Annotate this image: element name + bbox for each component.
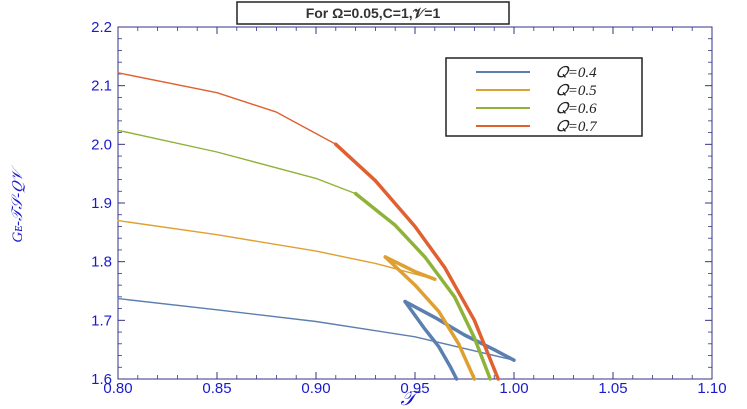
- series-2-segment-1: [117, 219, 436, 280]
- x-tick-label: 1.00: [499, 380, 528, 397]
- series-3: [117, 129, 492, 381]
- series-1-segment-3: [403, 299, 459, 381]
- legend-label: 𝑄=0.5: [556, 83, 597, 99]
- series-2-segment-3: [383, 255, 477, 381]
- y-tick-label: 1.7: [91, 312, 112, 329]
- legend-label: 𝑄=0.7: [556, 119, 598, 135]
- chart-title: For Ω=0.05,C=1,𝒱=1: [306, 5, 441, 21]
- y-axis-title: Gᴇ-𝒯𝒮-𝑄𝒱: [10, 165, 26, 243]
- legend-box: [445, 57, 643, 137]
- y-tick-label: 1.8: [91, 254, 112, 271]
- series-3-segment-1: [117, 129, 357, 195]
- series-3-segment-2: [353, 191, 492, 381]
- x-tick-label: 1.10: [697, 380, 726, 397]
- series-4: [117, 72, 500, 381]
- series-1-segment-1: [117, 297, 515, 361]
- y-tick-label: 1.9: [91, 195, 112, 212]
- series-2: [117, 219, 477, 381]
- series-2-segment-2: [383, 255, 437, 282]
- y-tick-label: 2.2: [91, 19, 112, 36]
- y-tick-label: 2.1: [91, 78, 112, 95]
- series-1-segment-2: [403, 299, 516, 362]
- x-tick-label: 0.80: [103, 380, 132, 397]
- legend: 𝑄=0.4 𝑄=0.5 𝑄=0.6 𝑄=0.7: [445, 57, 643, 137]
- x-tick-label: 0.95: [400, 380, 429, 397]
- x-tick-label: 0.90: [301, 380, 330, 397]
- legend-label: 𝑄=0.4: [556, 65, 597, 81]
- x-tick-label: 0.85: [202, 380, 231, 397]
- series-lines: [117, 72, 516, 381]
- chart-title-group: For Ω=0.05,C=1,𝒱=1: [236, 1, 510, 25]
- y-tick-label: 2.0: [91, 136, 112, 153]
- x-tick-labels: 0.80 0.85 0.90 0.95 1.00 1.05 1.10: [103, 380, 726, 397]
- y-tick-labels: 1.6 1.7 1.8 1.9 2.0 2.1 2.2: [91, 19, 112, 388]
- series-4-segment-1: [117, 72, 337, 146]
- x-tick-label: 1.05: [598, 380, 627, 397]
- legend-label: 𝑄=0.6: [556, 101, 597, 117]
- chart-title-box: [236, 1, 510, 25]
- series-1: [117, 297, 516, 381]
- y-tick-label: 1.6: [91, 371, 112, 388]
- series-4-segment-2: [334, 142, 500, 381]
